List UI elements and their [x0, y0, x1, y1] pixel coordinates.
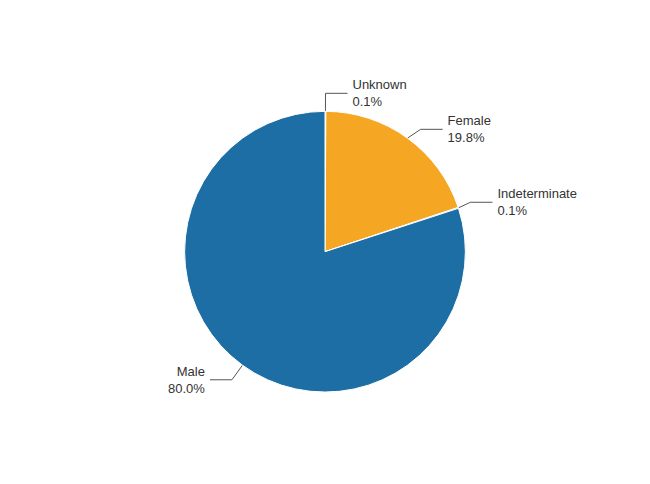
svg-text:Male: Male — [177, 364, 205, 379]
svg-text:Female: Female — [448, 113, 491, 128]
svg-text:19.8%: 19.8% — [448, 130, 485, 145]
svg-text:Unknown: Unknown — [352, 77, 406, 92]
svg-text:Indeterminate: Indeterminate — [497, 186, 576, 201]
svg-text:0.1%: 0.1% — [352, 94, 382, 109]
svg-text:0.1%: 0.1% — [497, 203, 527, 218]
svg-text:80.0%: 80.0% — [168, 381, 205, 396]
